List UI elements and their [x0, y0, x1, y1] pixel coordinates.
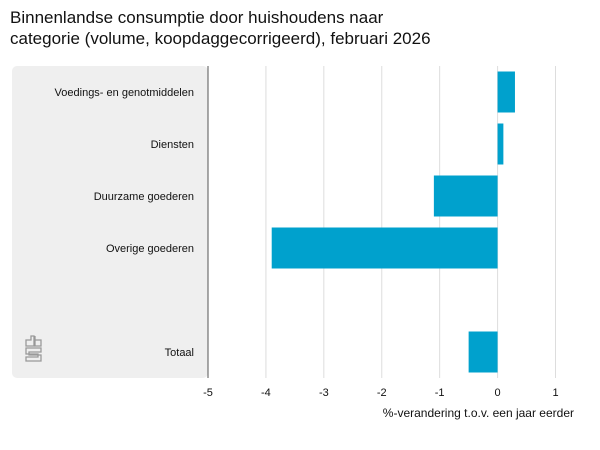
chart-title: Binnenlandse consumptie door huishoudens…	[10, 8, 431, 48]
bar	[433, 175, 498, 217]
bar	[271, 227, 498, 269]
x-tick-label: -4	[261, 387, 271, 399]
x-tick-label: -3	[319, 387, 329, 399]
x-tick-label: -5	[203, 387, 213, 399]
x-tick-label: -1	[435, 387, 445, 399]
category-panel	[12, 66, 208, 378]
x-tick-label: 1	[552, 387, 558, 399]
x-tick-label: 0	[495, 387, 501, 399]
bar	[497, 123, 504, 165]
category-label: Overige goederen	[106, 243, 194, 255]
cbs-logo-icon	[25, 335, 42, 362]
category-label: Duurzame goederen	[94, 191, 194, 203]
x-axis-label: %-verandering t.o.v. een jaar eerder	[383, 406, 574, 420]
bar	[497, 71, 515, 113]
category-label: Diensten	[151, 139, 194, 151]
x-tick-label: -2	[377, 387, 387, 399]
category-label: Voedings- en genotmiddelen	[55, 87, 194, 99]
bar	[468, 331, 498, 373]
category-label: Totaal	[165, 347, 194, 359]
